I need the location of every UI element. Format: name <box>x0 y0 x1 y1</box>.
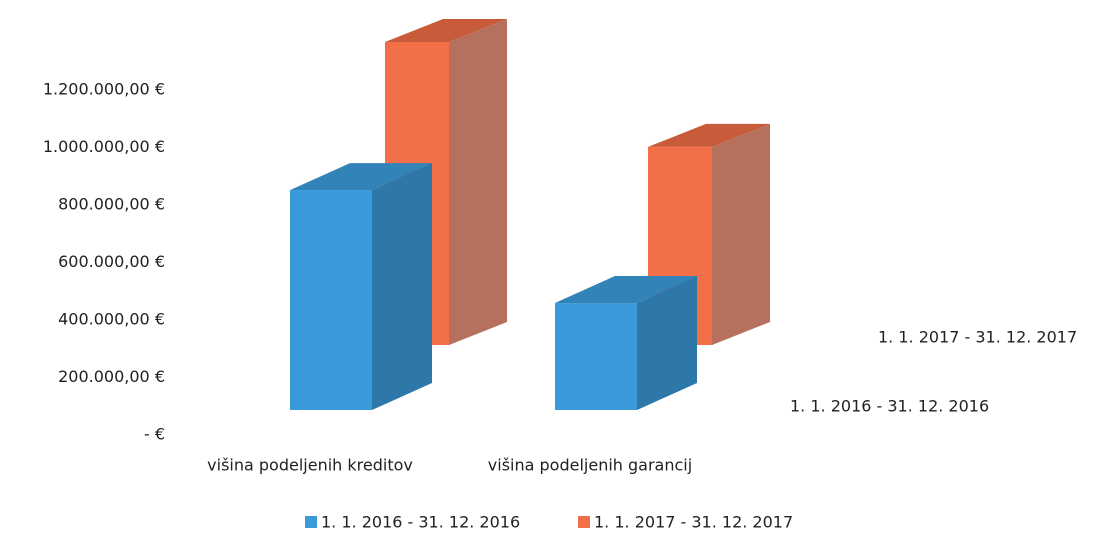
bar-side <box>449 18 507 345</box>
x-tick-label: višina podeljenih garancij <box>488 456 692 475</box>
legend-label: 1. 1. 2017 - 31. 12. 2017 <box>594 513 793 532</box>
y-tick-label: - € <box>144 425 165 444</box>
depth-label: 1. 1. 2017 - 31. 12. 2017 <box>878 328 1077 347</box>
bar-top <box>385 18 507 42</box>
depth-label: 1. 1. 2016 - 31. 12. 2016 <box>790 397 989 416</box>
y-tick-label: 1.000.000,00 € <box>43 137 165 156</box>
bar-top <box>290 163 432 191</box>
bar <box>555 303 637 410</box>
legend-label: 1. 1. 2016 - 31. 12. 2016 <box>321 513 520 532</box>
bar <box>290 190 372 410</box>
y-tick-label: 400.000,00 € <box>58 310 165 329</box>
y-tick-label: 800.000,00 € <box>58 195 165 214</box>
y-tick-label: 200.000,00 € <box>58 367 165 386</box>
bar-top <box>648 123 770 147</box>
legend-swatch <box>578 516 590 528</box>
bar-side <box>637 276 697 410</box>
legend-swatch <box>305 516 317 528</box>
bar-side <box>372 163 432 410</box>
y-tick-label: 600.000,00 € <box>58 252 165 271</box>
bar-side <box>712 123 770 345</box>
x-tick-label: višina podeljenih kreditov <box>207 456 413 475</box>
y-tick-label: 1.200.000,00 € <box>43 80 165 99</box>
bar-top <box>555 276 697 304</box>
